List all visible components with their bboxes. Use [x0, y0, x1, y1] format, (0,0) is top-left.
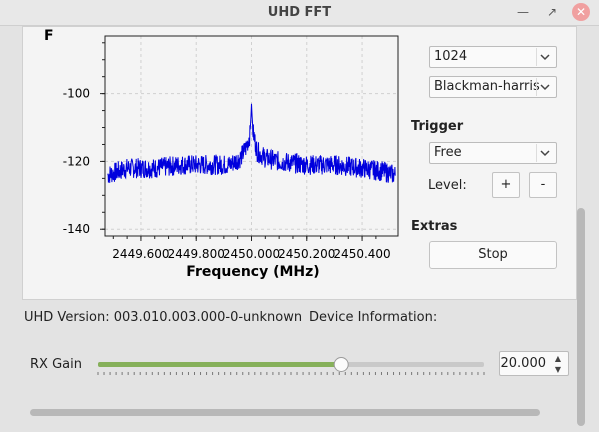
plot-grid: [105, 36, 398, 236]
x-tick-label: 2449.600: [112, 247, 169, 261]
slider-handle[interactable]: [333, 357, 349, 372]
y-tick-label: -120: [63, 154, 90, 168]
window-title: UHD FFT: [267, 5, 332, 20]
fft-plot: F -100-120-140 2449.6002449.8002450.0002…: [44, 28, 399, 280]
stop-button[interactable]: Stop: [429, 241, 557, 269]
x-tick-label: 2450.400: [333, 247, 390, 261]
window-type-select[interactable]: Blackman-harris: [429, 76, 557, 98]
chevron-down-icon: [536, 144, 553, 162]
close-icon[interactable]: ✕: [572, 3, 590, 21]
extras-heading: Extras: [411, 219, 458, 234]
x-axis-label: Frequency (MHz): [186, 264, 319, 280]
rx-gain-slider[interactable]: [96, 354, 488, 380]
horizontal-scrollbar[interactable]: [30, 409, 540, 416]
y-axis-label: F: [44, 28, 54, 44]
trigger-heading: Trigger: [411, 119, 464, 134]
rx-gain-label: RX Gain: [30, 357, 82, 372]
spin-up-icon[interactable]: ▲: [554, 354, 562, 363]
fft-size-value: 1024: [434, 49, 468, 64]
chevron-down-icon: [536, 48, 553, 66]
vertical-scrollbar[interactable]: [577, 208, 585, 426]
trigger-mode-select[interactable]: Free: [429, 142, 557, 164]
slider-ticks: [97, 372, 485, 375]
y-tick-label: -140: [63, 222, 90, 236]
window-type-value: Blackman-harris: [434, 79, 540, 94]
trigger-mode-value: Free: [434, 145, 462, 160]
rx-gain-spinbox[interactable]: 20.000 ▲ ▼: [499, 351, 569, 376]
uhd-version-text: UHD Version: 003.010.003.000-0-unknown: [24, 310, 303, 325]
y-tick-label: -100: [63, 87, 90, 101]
title-bar: UHD FFT — ↗ ✕: [0, 0, 599, 26]
level-increase-button[interactable]: +: [492, 172, 520, 198]
maximize-icon[interactable]: ↗: [546, 5, 558, 19]
rx-gain-value: 20.000: [500, 356, 547, 371]
slider-fill: [98, 362, 342, 367]
x-tick-label: 2450.000: [223, 247, 280, 261]
chevron-down-icon: [536, 78, 553, 96]
level-label: Level:: [428, 178, 467, 193]
fft-size-select[interactable]: 1024: [429, 46, 557, 68]
x-tick-label: 2449.800: [168, 247, 225, 261]
spectrum-trace: [107, 103, 396, 183]
minimize-icon[interactable]: —: [517, 5, 529, 19]
device-info-label: Device Information:: [309, 310, 438, 325]
level-decrease-button[interactable]: -: [529, 172, 557, 198]
x-tick-label: 2450.200: [278, 247, 335, 261]
spin-down-icon[interactable]: ▼: [554, 365, 562, 374]
